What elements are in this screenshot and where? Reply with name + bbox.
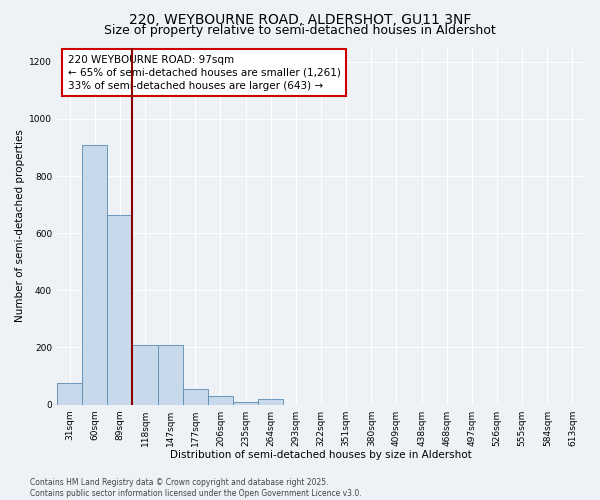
Bar [158, 344, 183, 405]
Y-axis label: Number of semi-detached properties: Number of semi-detached properties [15, 130, 25, 322]
Text: Size of property relative to semi-detached houses in Aldershot: Size of property relative to semi-detach… [104, 24, 496, 37]
Bar [233, 402, 258, 404]
Bar [258, 400, 283, 404]
Bar [82, 144, 107, 404]
Text: 220 WEYBOURNE ROAD: 97sqm
← 65% of semi-detached houses are smaller (1,261)
33% : 220 WEYBOURNE ROAD: 97sqm ← 65% of semi-… [68, 54, 340, 91]
Bar [107, 214, 133, 404]
Bar [57, 383, 82, 404]
Text: Contains HM Land Registry data © Crown copyright and database right 2025.
Contai: Contains HM Land Registry data © Crown c… [30, 478, 362, 498]
Bar [208, 396, 233, 404]
X-axis label: Distribution of semi-detached houses by size in Aldershot: Distribution of semi-detached houses by … [170, 450, 472, 460]
Bar [133, 344, 158, 405]
Bar [183, 389, 208, 404]
Text: 220, WEYBOURNE ROAD, ALDERSHOT, GU11 3NF: 220, WEYBOURNE ROAD, ALDERSHOT, GU11 3NF [129, 12, 471, 26]
